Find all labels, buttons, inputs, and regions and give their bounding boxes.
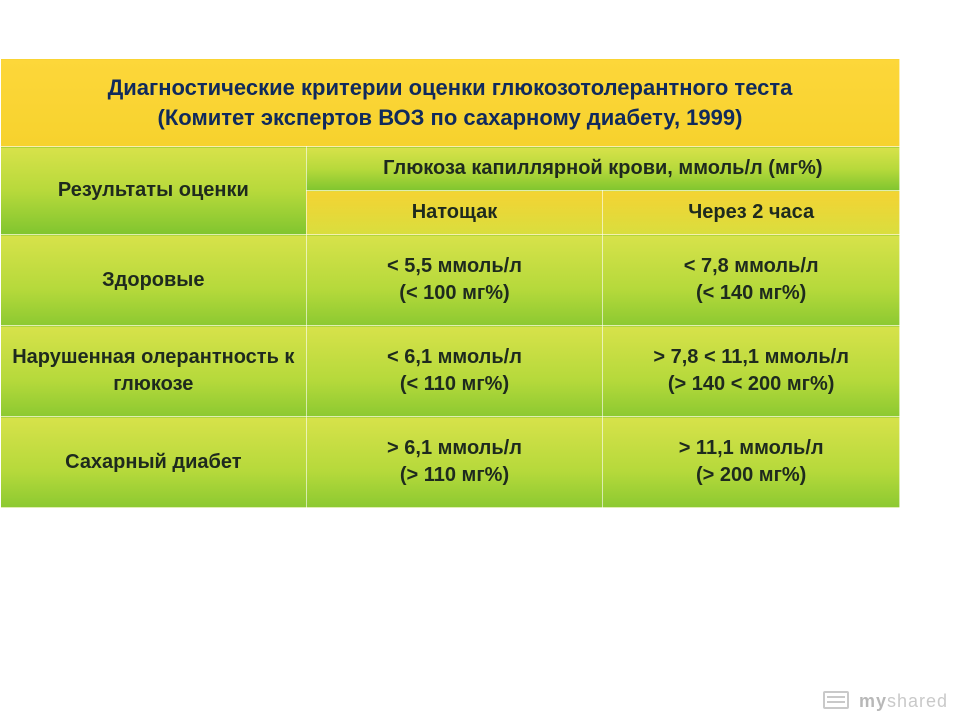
table-header-row: Результаты оценки Глюкоза капиллярной кр… bbox=[1, 147, 900, 191]
header-left: Результаты оценки bbox=[1, 147, 307, 235]
criteria-table: Диагностические критерии оценки глюкозот… bbox=[0, 58, 900, 508]
table-row: Здоровые < 5,5 ммоль/л (< 100 мг%) < 7,8… bbox=[1, 235, 900, 326]
table-title-row: Диагностические критерии оценки глюкозот… bbox=[1, 59, 900, 147]
row-label: Сахарный диабет bbox=[1, 417, 307, 508]
table-row: Нарушенная олерантность к глюкозе < 6,1 … bbox=[1, 326, 900, 417]
row-after2h: > 11,1 ммоль/л (> 200 мг%) bbox=[603, 417, 900, 508]
watermark-shared: shared bbox=[887, 691, 948, 711]
cell-mmol: < 6,1 ммоль/л bbox=[387, 346, 522, 368]
cell-mg: (> 200 мг%) bbox=[696, 464, 806, 486]
slide-page: Диагностические критерии оценки глюкозот… bbox=[0, 0, 960, 720]
cell-mmol: > 6,1 ммоль/л bbox=[387, 437, 522, 459]
row-label: Здоровые bbox=[1, 235, 307, 326]
watermark: myshared bbox=[823, 689, 948, 712]
criteria-table-wrap: Диагностические критерии оценки глюкозот… bbox=[0, 58, 900, 508]
cell-mg: (> 110 мг%) bbox=[400, 464, 509, 486]
subheader-fasting: Натощак bbox=[306, 191, 603, 235]
cell-mg: (< 110 мг%) bbox=[400, 373, 509, 395]
header-span: Глюкоза капиллярной крови, ммоль/л (мг%) bbox=[306, 147, 899, 191]
row-fasting: < 6,1 ммоль/л (< 110 мг%) bbox=[306, 326, 603, 417]
table-title-cell: Диагностические критерии оценки глюкозот… bbox=[1, 59, 900, 147]
subheader-after2h: Через 2 часа bbox=[603, 191, 900, 235]
row-fasting: < 5,5 ммоль/л (< 100 мг%) bbox=[306, 235, 603, 326]
cell-mg: (> 140 < 200 мг%) bbox=[668, 373, 835, 395]
row-after2h: > 7,8 < 11,1 ммоль/л (> 140 < 200 мг%) bbox=[603, 326, 900, 417]
title-line1: Диагностические критерии оценки глюкозот… bbox=[108, 75, 793, 100]
title-line2: (Комитет экспертов ВОЗ по сахарному диаб… bbox=[158, 105, 743, 130]
row-label: Нарушенная олерантность к глюкозе bbox=[1, 326, 307, 417]
cell-mmol: > 7,8 < 11,1 ммоль/л bbox=[653, 346, 849, 368]
table-row: Сахарный диабет > 6,1 ммоль/л (> 110 мг%… bbox=[1, 417, 900, 508]
watermark-my: my bbox=[859, 691, 887, 711]
cell-mmol: > 11,1 ммоль/л bbox=[679, 437, 824, 459]
cell-mmol: < 5,5 ммоль/л bbox=[387, 255, 522, 277]
presentation-icon bbox=[823, 691, 849, 709]
row-after2h: < 7,8 ммоль/л (< 140 мг%) bbox=[603, 235, 900, 326]
cell-mg: (< 100 мг%) bbox=[399, 282, 509, 304]
cell-mg: (< 140 мг%) bbox=[696, 282, 806, 304]
row-fasting: > 6,1 ммоль/л (> 110 мг%) bbox=[306, 417, 603, 508]
cell-mmol: < 7,8 ммоль/л bbox=[684, 255, 819, 277]
